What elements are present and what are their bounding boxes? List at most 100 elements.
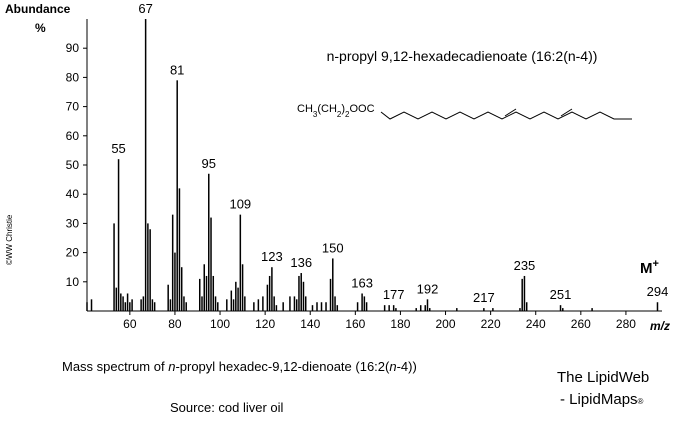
- formula-part: 3: [313, 110, 318, 119]
- peak: [316, 302, 318, 311]
- peak: [289, 296, 291, 311]
- carbon-chain: [380, 111, 632, 120]
- peak: [183, 296, 185, 311]
- formula-part: (CH: [317, 103, 337, 115]
- peak: [304, 296, 307, 311]
- peak: [86, 302, 88, 311]
- y-tick-label: 10: [66, 275, 80, 289]
- peak: [275, 305, 278, 311]
- x-tick-label: 60: [123, 317, 137, 331]
- peak-label: 67: [138, 1, 152, 16]
- peak: [122, 296, 124, 311]
- peak: [356, 302, 359, 311]
- peak: [361, 293, 363, 311]
- peak: [336, 305, 339, 311]
- molecular-ion-label: M+: [640, 258, 659, 277]
- y-axis-label: Abundance: [5, 2, 71, 16]
- peak: [205, 275, 208, 311]
- peak: [131, 299, 133, 311]
- peak: [424, 305, 426, 311]
- peak: [591, 308, 593, 311]
- peak: [388, 305, 390, 311]
- copyright: ©WW Christie: [5, 214, 14, 265]
- x-tick-label: 100: [210, 317, 230, 331]
- y-tick-label: 20: [66, 246, 80, 260]
- peak: [226, 299, 228, 311]
- peak-label: 177: [383, 287, 405, 302]
- peak: [151, 299, 154, 311]
- structure: [380, 108, 632, 120]
- peak: [293, 296, 296, 311]
- peak: [282, 302, 284, 311]
- peak: [383, 305, 386, 311]
- peak: [153, 302, 156, 311]
- peak: [167, 284, 169, 311]
- peak-label: 150: [322, 240, 344, 255]
- caption-part: n: [389, 359, 396, 374]
- peak: [329, 278, 332, 311]
- peak: [210, 217, 212, 311]
- peak: [214, 296, 217, 311]
- credit: - LipidMaps®: [560, 391, 644, 408]
- peak: [212, 275, 215, 311]
- peak: [266, 284, 269, 311]
- peak-label: 235: [514, 258, 536, 273]
- formula-part: ): [341, 103, 345, 115]
- peak: [180, 267, 183, 311]
- x-tick-label: 120: [255, 317, 275, 331]
- peak: [268, 275, 271, 311]
- peak: [235, 281, 237, 311]
- peak: [456, 308, 458, 311]
- peak-label: 55: [111, 141, 125, 156]
- x-tick-label: 260: [571, 317, 591, 331]
- credit: The LipidWeb: [557, 369, 649, 386]
- peak: [208, 173, 210, 311]
- peak: [117, 159, 120, 311]
- peak: [332, 258, 334, 311]
- peak: [492, 308, 494, 311]
- x-tick-label: 140: [300, 317, 320, 331]
- peak-label: 95: [202, 156, 216, 171]
- peak: [140, 299, 142, 311]
- peak: [262, 296, 264, 311]
- peak: [521, 278, 523, 311]
- peak: [113, 223, 115, 311]
- formula-part: OOC: [349, 103, 374, 115]
- double-bond: [560, 108, 573, 117]
- credit-text: - LipidMaps: [560, 391, 638, 408]
- peak: [415, 308, 417, 311]
- peak: [201, 296, 203, 311]
- peak: [271, 267, 273, 311]
- peak: [203, 264, 206, 311]
- chart-title: n-propyl 9,12-hexadecadienoate (16:2(n-4…: [327, 48, 598, 64]
- peak: [174, 252, 176, 311]
- y-tick-label: 50: [66, 158, 80, 172]
- peak: [176, 80, 178, 311]
- peak: [198, 278, 201, 311]
- x-tick-label: 220: [481, 317, 501, 331]
- source: Source: cod liver oil: [170, 400, 284, 415]
- peak: [302, 281, 305, 311]
- peak-label: 123: [261, 249, 283, 264]
- peak: [365, 302, 368, 311]
- peak: [126, 293, 129, 311]
- y-tick-label: 30: [66, 216, 80, 230]
- y-tick-label: 90: [66, 41, 80, 55]
- peak: [90, 299, 93, 311]
- peak: [171, 214, 174, 311]
- peak: [115, 287, 118, 311]
- peak: [395, 308, 397, 311]
- peak: [325, 302, 327, 311]
- peak: [311, 305, 314, 311]
- peak: [239, 214, 242, 311]
- caption: Mass spectrum of n-propyl hexadec-9,12-d…: [62, 359, 417, 374]
- peak: [217, 302, 219, 311]
- peak: [426, 299, 429, 311]
- peak: [253, 302, 255, 311]
- peak-label: 217: [473, 290, 495, 305]
- peak: [237, 287, 239, 311]
- peak: [142, 296, 145, 311]
- peak-label: 192: [417, 281, 439, 296]
- y-tick-label: 40: [66, 187, 80, 201]
- peak: [232, 299, 235, 311]
